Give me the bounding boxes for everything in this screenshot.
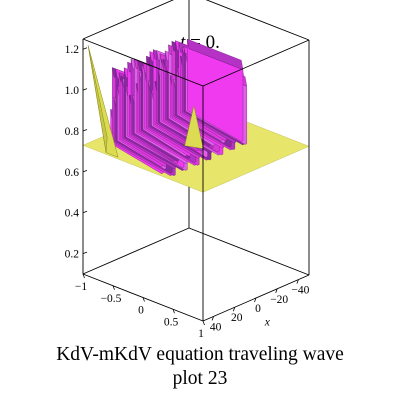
y-tick-label: −1: [75, 281, 87, 293]
z-tick: [82, 88, 88, 91]
x-tick-label: 20: [231, 312, 243, 324]
box-edge: [82, 227, 190, 275]
y-tick: [142, 297, 145, 302]
caption-line-2: plot 23: [172, 368, 228, 389]
x-tick-label: −40: [291, 285, 309, 297]
x-tick: [296, 279, 299, 284]
z-tick: [82, 129, 88, 132]
y-tick: [82, 273, 85, 279]
oscillation-top: [187, 38, 244, 70]
z-tick: [82, 47, 88, 50]
surface: [82, 38, 310, 193]
box-edge: [82, 0, 174, 40]
y-tick-label: 0.5: [164, 316, 179, 328]
box-edge: [205, 0, 310, 41]
y-tick: [202, 320, 205, 326]
spike-left-side: [87, 45, 108, 153]
x-tick: [211, 316, 214, 321]
y-tick: [112, 285, 115, 290]
z-tick-label: 0.2: [65, 249, 80, 261]
z-tick-label: 1.2: [65, 44, 80, 56]
x-tick-label: 40: [210, 321, 222, 333]
y-tick: [172, 309, 175, 314]
box-edge: [188, 227, 310, 276]
box-edge: [202, 39, 310, 87]
x-tick: [275, 288, 278, 293]
y-tick-label: −0.5: [101, 293, 122, 305]
z-tick: [82, 251, 88, 254]
caption: KdV-mKdV equation traveling wave plot 23: [0, 343, 400, 391]
x-axis-label: x: [264, 317, 271, 329]
bounding-box-front: [82, 0, 310, 322]
y-tick-label: 1: [198, 328, 204, 340]
z-tick-label: 0.8: [65, 126, 80, 138]
x-tick: [232, 307, 236, 312]
x-tick-label: 0: [255, 303, 261, 315]
box-edge: [82, 38, 204, 87]
y-tick-label: 0: [138, 305, 144, 317]
spike-center: [184, 105, 204, 149]
x-tick: [254, 297, 257, 303]
title-variable: t: [180, 32, 186, 53]
axis-ticks: 0.2 0.4 0.6 0.8 1.0 1.2 −1 −0.5 0 0.5 1 40 20 0 −20−40…: [65, 44, 310, 340]
z-tick: [82, 169, 88, 173]
z-tick-label: 0.6: [65, 167, 80, 179]
z-tick-label: 0.4: [65, 208, 80, 220]
caption-line-1: KdV-mKdV equation traveling wave: [56, 344, 344, 365]
z-tick: [82, 210, 88, 214]
z-tick-label: 1.0: [65, 85, 80, 97]
x-tick-label: −20: [270, 294, 288, 306]
